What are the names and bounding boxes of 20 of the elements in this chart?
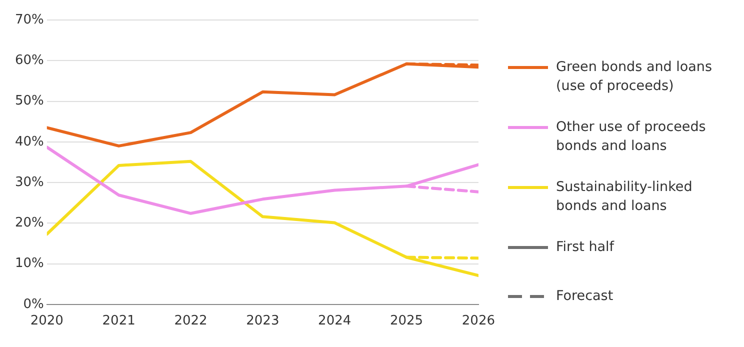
x-tick-label: 2024 xyxy=(318,314,352,329)
y-tick-label: 30% xyxy=(14,174,44,190)
x-tick-label: 2022 xyxy=(174,314,208,329)
x-tick-label: 2025 xyxy=(390,314,424,329)
y-tick-label: 40% xyxy=(14,134,44,150)
y-tick-label: 0% xyxy=(23,296,44,312)
text: First half xyxy=(556,238,614,257)
y-tick-label: 20% xyxy=(14,216,44,231)
x-tick-label: 2021 xyxy=(102,314,136,329)
y-tick-label: 60% xyxy=(14,53,44,68)
x-tick-label: 2026 xyxy=(462,314,496,329)
y-tick-label: 70% xyxy=(14,12,44,28)
legend-label: Green bonds and loans (use of proceeds) xyxy=(556,58,714,96)
y-tick-label: 50% xyxy=(14,94,44,109)
y-tick-label: 10% xyxy=(14,256,44,272)
legend-label: Other use of proceeds bonds and loans xyxy=(556,118,707,156)
x-tick-label: 2020 xyxy=(30,314,64,329)
legend-label: Sustainability-linked bonds and loans xyxy=(556,178,694,216)
text: Forecast xyxy=(556,287,614,306)
x-tick-label: 2023 xyxy=(246,314,280,329)
